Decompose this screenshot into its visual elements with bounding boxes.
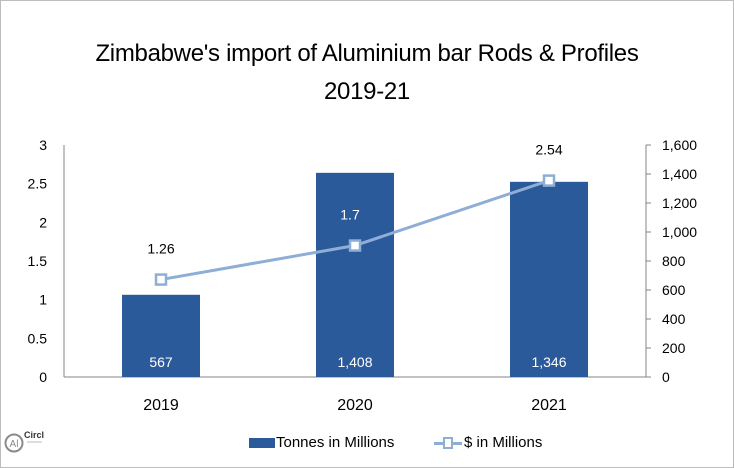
line-value-label: 1.26: [147, 241, 174, 257]
right-tick-label: 1,200: [662, 195, 697, 211]
right-tick-label: 600: [662, 282, 686, 298]
svg-text:Circle: Circle: [24, 430, 44, 440]
line-marker: [348, 239, 362, 252]
legend-item-tonnes: Tonnes in Millions: [249, 434, 394, 451]
left-tick-label: 3: [39, 137, 47, 153]
left-tick-label: 2.5: [28, 176, 48, 192]
svg-text:Al: Al: [10, 439, 19, 450]
legend-label-dollars: $ in Millions: [464, 434, 543, 451]
bar-value-label: 1,346: [531, 354, 566, 370]
line-marker: [154, 273, 168, 286]
bar-value-label: 1,408: [337, 354, 372, 370]
right-tick-label: 200: [662, 340, 686, 356]
line-marker: [542, 174, 556, 187]
right-tick-label: 1,400: [662, 166, 697, 182]
legend-item-dollars: $ in Millions: [434, 434, 542, 451]
bar-2021: [510, 181, 588, 377]
left-tick-label: 1: [39, 292, 47, 308]
bar-2020: [316, 172, 394, 377]
alcircle-logo: Al Circle: [4, 426, 44, 456]
line-value-label: 1.7: [340, 207, 360, 223]
line-marker-icon: [434, 436, 462, 449]
bar-2019: [122, 294, 200, 377]
right-tick-label: 1,000: [662, 224, 697, 240]
right-tick-label: 800: [662, 253, 686, 269]
x-tick-label: 2020: [337, 397, 373, 414]
x-tick-label: 2019: [143, 397, 179, 414]
left-tick-label: 2: [39, 214, 47, 230]
right-tick-label: 400: [662, 311, 686, 327]
chart-title-line1: Zimbabwe's import of Aluminium bar Rods …: [95, 40, 639, 67]
left-tick-label: 0.5: [28, 330, 48, 346]
bar-swatch-icon: [249, 437, 275, 448]
line-value-label: 2.54: [535, 142, 562, 158]
bar-value-label: 567: [149, 354, 173, 370]
legend-label-tonnes: Tonnes in Millions: [276, 434, 395, 451]
right-tick-label: 1,600: [662, 137, 697, 153]
left-tick-label: 1.5: [28, 253, 48, 269]
left-tick-label: 0: [39, 369, 47, 385]
chart-title-line2: 2019-21: [324, 78, 410, 105]
right-tick-label: 0: [662, 369, 670, 385]
x-tick-label: 2021: [531, 397, 567, 414]
